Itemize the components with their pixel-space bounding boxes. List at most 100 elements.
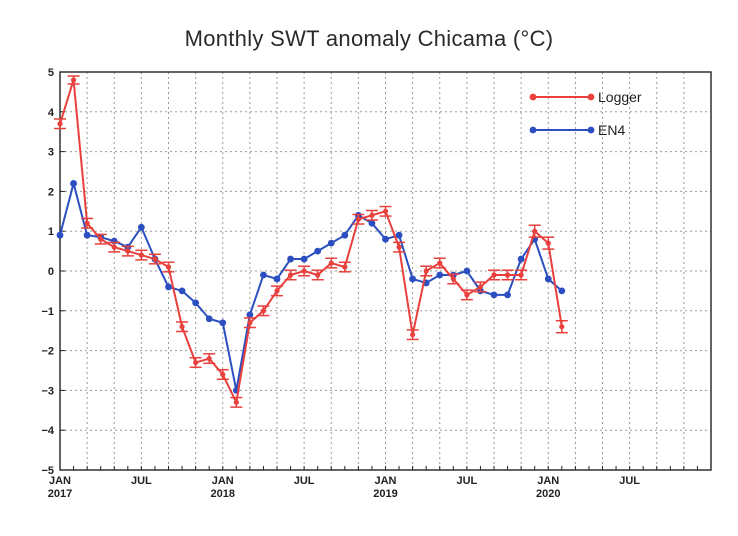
y-tick-label: −2 [41, 346, 54, 358]
data-point-logger [274, 288, 280, 294]
data-point-logger [450, 276, 456, 282]
data-point-logger [193, 359, 199, 366]
y-tick-label: 3 [48, 147, 54, 159]
data-point-en4 [287, 255, 294, 263]
data-point-en4 [165, 283, 172, 291]
series-layer [54, 75, 568, 408]
data-point-en4 [205, 315, 213, 323]
data-point-logger [477, 284, 484, 290]
x-tick-year-label: 2020 [536, 488, 560, 500]
data-point-en4 [341, 231, 349, 239]
data-point-logger [84, 220, 90, 226]
data-point-logger [532, 228, 538, 234]
data-point-en4 [56, 231, 64, 239]
data-point-logger [70, 77, 77, 83]
data-point-logger [260, 308, 267, 314]
data-point-logger [125, 248, 131, 254]
data-point-en4 [178, 287, 186, 295]
data-point-logger [152, 256, 158, 262]
legend: Logger EN4 [529, 89, 642, 138]
y-tick-label: 4 [48, 107, 55, 119]
data-point-logger [545, 240, 551, 246]
x-tick-label: JUL [131, 475, 152, 487]
data-point-en4 [83, 231, 91, 239]
data-point-en4 [517, 255, 525, 263]
data-point-logger [437, 260, 443, 266]
data-point-logger [206, 355, 212, 362]
data-point-en4 [314, 247, 322, 255]
data-point-logger [504, 272, 511, 278]
data-point-logger [98, 236, 104, 242]
legend-marker-logger [587, 93, 595, 101]
data-point-logger [396, 244, 402, 250]
series-logger [54, 75, 568, 408]
x-tick-label: JUL [456, 475, 477, 487]
data-point-logger [423, 268, 429, 274]
data-point-logger [464, 292, 470, 298]
data-point-en4 [409, 275, 417, 283]
data-point-en4 [246, 311, 254, 319]
legend-marker-en4 [587, 126, 595, 134]
data-point-logger [138, 252, 144, 258]
data-point-logger [369, 212, 375, 218]
y-tick-label: −1 [41, 306, 54, 318]
data-point-logger [165, 264, 172, 270]
data-point-logger [328, 260, 334, 266]
y-tick-label: 5 [48, 67, 54, 79]
y-tick-label: −3 [41, 385, 54, 397]
data-point-logger [233, 399, 239, 405]
data-point-logger [342, 264, 348, 270]
data-point-en4 [504, 291, 511, 299]
data-point-logger [301, 268, 307, 274]
data-point-en4 [436, 271, 444, 279]
data-point-logger [179, 324, 185, 330]
y-tick-label: 2 [48, 186, 54, 198]
y-tick-label: 0 [48, 266, 54, 278]
data-point-logger [355, 216, 361, 222]
x-tick-label: JAN [49, 475, 71, 487]
data-point-logger [559, 324, 565, 330]
x-tick-year-label: 2018 [211, 488, 235, 500]
x-tick-label: JUL [619, 475, 640, 487]
data-point-en4 [300, 255, 308, 263]
data-point-logger [491, 272, 497, 278]
data-point-en4 [192, 299, 200, 307]
series-en4 [56, 180, 566, 394]
data-point-en4 [137, 223, 145, 231]
chart-title: Monthly SWT anomaly Chicama (°C) [184, 26, 554, 51]
y-tick-label: 1 [48, 226, 54, 238]
data-point-en4 [327, 239, 335, 247]
data-point-logger [315, 272, 321, 278]
legend-label-logger: Logger [598, 89, 642, 105]
data-point-logger [220, 371, 226, 378]
legend-marker-en4 [529, 126, 537, 134]
x-tick-year-label: 2019 [373, 488, 397, 500]
data-point-en4 [558, 287, 566, 295]
data-point-en4 [382, 235, 389, 243]
data-point-logger [287, 272, 294, 278]
data-point-en4 [368, 219, 376, 227]
data-point-logger [57, 121, 63, 127]
x-tick-label: JUL [294, 475, 315, 487]
x-tick-year-label: 2017 [48, 488, 72, 500]
data-point-en4 [70, 180, 77, 187]
data-point-logger [382, 208, 389, 214]
data-point-en4 [219, 319, 227, 327]
legend-label-en4: EN4 [598, 122, 625, 138]
series-line-en4 [59, 182, 563, 392]
y-tick-label: −5 [41, 465, 54, 477]
x-tick-label: JAN [374, 475, 396, 487]
legend-marker-logger [529, 93, 537, 101]
data-point-en4 [490, 291, 498, 299]
data-point-logger [111, 244, 117, 250]
x-tick-label: JAN [212, 475, 234, 487]
grid-lines [60, 72, 711, 470]
x-tick-label: JAN [537, 475, 559, 487]
data-point-en4 [544, 275, 552, 283]
data-point-en4 [260, 271, 267, 279]
data-point-logger [410, 332, 416, 338]
y-tick-label: −4 [41, 425, 54, 437]
data-point-en4 [463, 267, 471, 275]
